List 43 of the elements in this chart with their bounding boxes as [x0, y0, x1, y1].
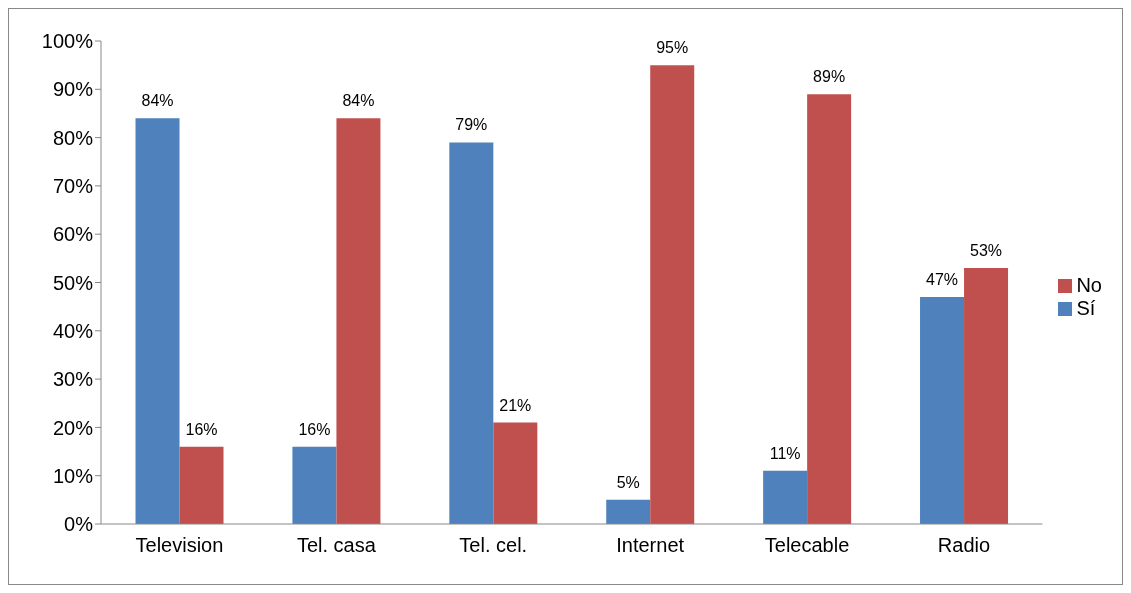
bar — [920, 296, 965, 524]
data-label: 84% — [141, 92, 174, 110]
bar — [449, 142, 494, 524]
data-label: 5% — [616, 473, 640, 491]
y-tick-label: 0% — [64, 513, 94, 536]
data-label: 21% — [499, 396, 532, 414]
legend-label: No — [1076, 273, 1102, 296]
y-tick-label: 60% — [52, 223, 94, 246]
bar — [763, 470, 808, 524]
bar — [964, 268, 1009, 524]
bar — [807, 94, 852, 524]
bar — [493, 422, 538, 524]
data-label: 84% — [342, 92, 375, 110]
bar — [179, 446, 224, 524]
data-label: 95% — [656, 39, 689, 57]
x-tick-label: Internet — [616, 534, 685, 557]
bar — [292, 446, 337, 524]
data-label: 16% — [298, 420, 331, 438]
x-tick-label: Tel. casa — [296, 534, 377, 557]
y-tick-label: 10% — [52, 464, 94, 487]
y-tick-label: 100% — [41, 30, 94, 53]
y-tick-label: 20% — [52, 416, 94, 439]
x-tick-label: Tel. cel. — [459, 534, 528, 557]
data-label: 79% — [455, 116, 488, 134]
bar — [606, 499, 651, 524]
y-tick-label: 30% — [52, 368, 94, 391]
data-label: 89% — [813, 68, 846, 86]
y-tick-label: 80% — [52, 126, 94, 149]
x-tick-label: Radio — [937, 534, 991, 557]
bar — [336, 118, 381, 524]
y-tick-label: 50% — [52, 271, 94, 294]
bar — [650, 65, 695, 524]
x-tick-label: Telecable — [764, 534, 850, 557]
x-tick-label: Television — [135, 534, 224, 557]
bar — [135, 118, 180, 524]
y-tick-label: 40% — [52, 319, 94, 342]
y-tick-label: 90% — [52, 78, 94, 101]
data-label: 53% — [970, 242, 1003, 260]
data-label: 11% — [769, 444, 801, 462]
y-tick-label: 70% — [52, 175, 94, 197]
legend-label: Sí — [1076, 296, 1096, 319]
data-label: 47% — [926, 270, 959, 288]
data-label: 16% — [185, 420, 218, 438]
